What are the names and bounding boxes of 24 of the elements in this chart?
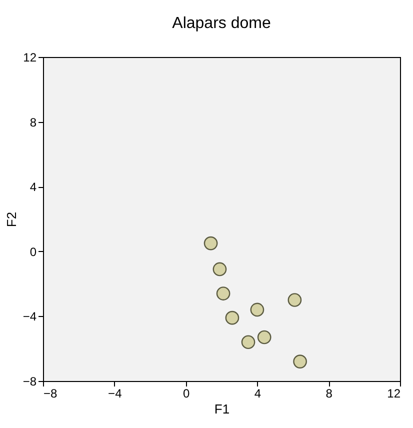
point [250, 302, 264, 317]
x-tick-label: −4 [108, 386, 122, 400]
y-tick-label: 8 [30, 115, 37, 130]
chart-title: Alapars dome [172, 15, 271, 32]
point [241, 335, 256, 350]
point [257, 330, 272, 344]
y-tick-label: 12 [23, 50, 37, 64]
x-tick-label: 12 [387, 386, 401, 400]
y-tick-label: 4 [30, 180, 37, 194]
x-tick-label: 8 [326, 386, 333, 400]
point [288, 293, 302, 307]
y-tick-label: 0 [30, 244, 37, 259]
point [216, 286, 230, 300]
point [225, 310, 240, 325]
point [212, 262, 227, 276]
y-tick-label: −4 [22, 310, 37, 324]
x-tick-label: 4 [254, 386, 262, 400]
x-tick-label: −8 [44, 386, 58, 400]
point [204, 236, 218, 250]
y-axis-title: F2 [4, 212, 19, 228]
y-tick-label: −8 [22, 374, 37, 388]
x-axis-title: F1 [214, 402, 230, 416]
point [293, 354, 307, 368]
x-tick-label: 0 [182, 386, 190, 400]
